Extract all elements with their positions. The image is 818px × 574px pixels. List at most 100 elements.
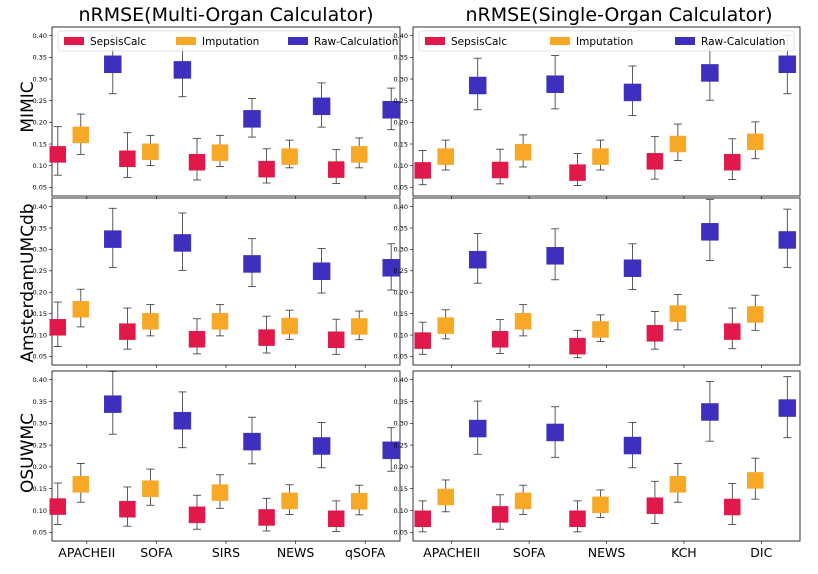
panel-mimic-multi: 0.05 0.10 0.15 0.20 0.25 0.30 0.35 0.40 SepsisCa… bbox=[33, 26, 401, 199]
marker-raw-calculation-sirs bbox=[243, 255, 261, 273]
row-label-osuwmc: OSUWMC bbox=[18, 413, 38, 493]
marker-sepsiscalc-apacheii bbox=[49, 498, 67, 515]
y-tick-label: 0.15 bbox=[394, 485, 408, 493]
marker-imputation-news bbox=[592, 496, 609, 514]
marker-imputation-apacheii bbox=[437, 317, 454, 334]
y-tick-label: 0.20 bbox=[33, 463, 47, 471]
marker-imputation-news bbox=[281, 492, 298, 510]
y-tick-label: 0.30 bbox=[394, 420, 408, 428]
panel-osuwmc-single: 0.05 0.10 0.15 0.20 0.25 0.30 0.35 0.40 APACHEII… bbox=[394, 370, 801, 560]
marker-sepsiscalc-news bbox=[258, 329, 275, 346]
marker-sepsiscalc-qsofa bbox=[327, 510, 345, 528]
marker-sepsiscalc-news bbox=[569, 337, 586, 355]
panel-osuwmc-multi: 0.05 0.10 0.15 0.20 0.25 0.30 0.35 0.40 APACHEII… bbox=[33, 370, 401, 560]
marker-raw-calculation-kch bbox=[701, 403, 719, 421]
marker-sepsiscalc-apacheii bbox=[49, 146, 67, 163]
y-tick-label: 0.30 bbox=[33, 420, 47, 428]
marker-raw-calculation-news bbox=[623, 83, 642, 102]
y-tick-label: 0.30 bbox=[33, 246, 47, 254]
x-tick-label-news: NEWS bbox=[588, 545, 626, 560]
marker-sepsiscalc-sirs bbox=[188, 506, 206, 524]
marker-sepsiscalc-sofa bbox=[119, 323, 136, 340]
y-tick-label: 0.30 bbox=[394, 75, 408, 83]
y-tick-label: 0.05 bbox=[394, 353, 408, 361]
y-tick-label: 0.15 bbox=[33, 140, 47, 148]
marker-imputation-sofa bbox=[142, 143, 159, 161]
y-tick-label: 0.25 bbox=[33, 97, 47, 105]
marker-imputation-dic bbox=[747, 472, 764, 489]
panel-amsterdamumcdb-single: 0.05 0.10 0.15 0.20 0.25 0.30 0.35 0.40 bbox=[394, 197, 801, 368]
legend: SepsisCalc Imputation Raw-Calculation bbox=[418, 30, 795, 52]
marker-raw-calculation-sofa bbox=[546, 423, 564, 442]
marker-sepsiscalc-sofa bbox=[119, 150, 136, 167]
marker-raw-calculation-apacheii bbox=[104, 395, 122, 413]
marker-raw-calculation-apacheii bbox=[468, 419, 487, 438]
marker-raw-calculation-news bbox=[312, 437, 331, 455]
marker-raw-calculation-sofa bbox=[173, 234, 192, 252]
marker-raw-calculation-sofa bbox=[546, 247, 564, 265]
marker-raw-calculation-news bbox=[312, 262, 331, 280]
marker-imputation-sofa bbox=[514, 492, 532, 510]
marker-raw-calculation-sofa bbox=[546, 75, 564, 93]
y-tick-label: 0.30 bbox=[394, 246, 408, 254]
panel-frame bbox=[412, 197, 801, 366]
x-tick-label-sirs: SIRS bbox=[212, 545, 240, 560]
y-tick-label: 0.10 bbox=[33, 507, 47, 515]
y-tick-label: 0.20 bbox=[394, 463, 408, 471]
legend-label-sepsiscalc: SepsisCalc bbox=[451, 36, 507, 48]
marker-imputation-sofa bbox=[142, 480, 159, 497]
marker-imputation-apacheii bbox=[72, 476, 90, 493]
marker-imputation-kch bbox=[669, 305, 687, 322]
legend-swatch-imputation bbox=[550, 37, 570, 45]
marker-sepsiscalc-dic bbox=[724, 498, 741, 516]
marker-imputation-sirs bbox=[211, 144, 229, 161]
y-tick-label: 0.05 bbox=[33, 529, 47, 537]
marker-sepsiscalc-news bbox=[569, 164, 586, 181]
panel-frame bbox=[51, 197, 401, 366]
marker-raw-calculation-news bbox=[623, 436, 642, 455]
y-tick-label: 0.20 bbox=[33, 289, 47, 297]
marker-raw-calculation-news bbox=[623, 259, 642, 277]
y-tick-label: 0.25 bbox=[394, 97, 408, 105]
marker-raw-calculation-dic bbox=[778, 399, 797, 417]
legend-label-raw-calculation: Raw-Calculation bbox=[701, 36, 785, 48]
legend-box bbox=[57, 30, 395, 52]
marker-imputation-sofa bbox=[514, 143, 532, 161]
y-tick-label: 0.40 bbox=[33, 203, 47, 211]
y-tick-label: 0.15 bbox=[394, 140, 408, 148]
legend-box bbox=[418, 30, 795, 52]
marker-raw-calculation-qsofa bbox=[382, 441, 400, 460]
legend-swatch-sepsiscalc bbox=[425, 37, 445, 45]
marker-raw-calculation-apacheii bbox=[468, 250, 487, 269]
legend-label-raw-calculation: Raw-Calculation bbox=[314, 36, 398, 48]
marker-raw-calculation-dic bbox=[778, 231, 797, 249]
marker-imputation-news bbox=[281, 148, 298, 165]
panel-frame bbox=[412, 370, 801, 542]
marker-imputation-kch bbox=[669, 135, 687, 153]
marker-imputation-news bbox=[281, 317, 298, 335]
y-tick-label: 0.35 bbox=[394, 224, 408, 232]
marker-sepsiscalc-apacheii bbox=[414, 332, 431, 349]
marker-raw-calculation-kch bbox=[701, 223, 719, 241]
panel-amsterdamumcdb-multi: 0.05 0.10 0.15 0.20 0.25 0.30 0.35 0.40 bbox=[33, 197, 401, 368]
marker-sepsiscalc-kch bbox=[646, 325, 664, 342]
y-tick-label: 0.40 bbox=[33, 376, 47, 384]
marker-sepsiscalc-apacheii bbox=[49, 319, 67, 336]
marker-imputation-news bbox=[592, 148, 609, 165]
y-tick-label: 0.05 bbox=[394, 529, 408, 537]
marker-sepsiscalc-qsofa bbox=[327, 331, 345, 348]
legend-swatch-raw-calculation bbox=[675, 37, 695, 45]
y-tick-label: 0.10 bbox=[394, 507, 408, 515]
y-tick-label: 0.40 bbox=[394, 32, 408, 40]
marker-raw-calculation-qsofa bbox=[382, 259, 400, 277]
marker-imputation-dic bbox=[747, 133, 764, 151]
legend-label-imputation: Imputation bbox=[202, 36, 259, 48]
marker-sepsiscalc-qsofa bbox=[327, 161, 345, 178]
y-tick-label: 0.25 bbox=[394, 267, 408, 275]
marker-sepsiscalc-kch bbox=[646, 497, 664, 514]
y-tick-label: 0.25 bbox=[33, 441, 47, 449]
panel-mimic-single: 0.05 0.10 0.15 0.20 0.25 0.30 0.35 0.40 SepsisCa… bbox=[394, 26, 801, 199]
marker-imputation-sofa bbox=[514, 313, 532, 330]
x-tick-label-qsofa: qSOFA bbox=[345, 545, 386, 560]
